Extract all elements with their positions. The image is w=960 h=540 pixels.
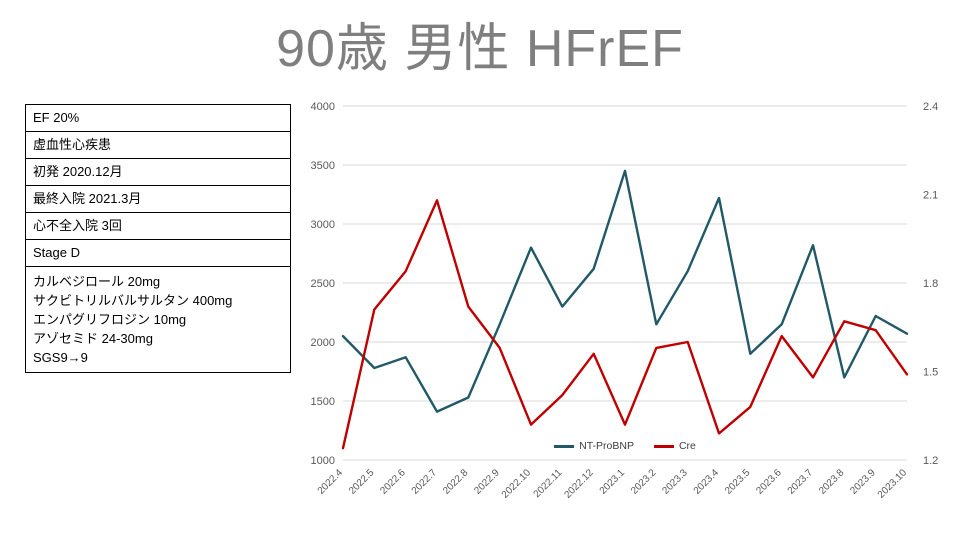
x-axis-tick-label: 2022.11	[532, 467, 565, 500]
series-line-Cre	[341, 199, 909, 450]
x-axis-tick-label: 2022.7	[410, 467, 440, 497]
legend-swatch-NT-ProBNP	[554, 444, 575, 448]
right-axis-tick-label: 1.2	[923, 455, 938, 467]
legend-item-Cre: Cre	[653, 440, 696, 452]
x-axis-tick-label: 2023.6	[754, 467, 784, 497]
medication-line: SGS9→9	[33, 350, 88, 365]
right-axis-tick-label: 2.1	[923, 190, 938, 202]
legend-label-Cre: Cre	[678, 440, 696, 452]
right-axis-tick-label: 2.4	[923, 101, 938, 113]
line-chart: 1000 1500 2000 2500 3000 3500 4000 1.2 1.5 1.8 2.1…	[295, 88, 955, 533]
series-line-NT-ProBNP	[341, 169, 909, 413]
x-axis-tick-label: 2023.2	[629, 467, 659, 497]
right-axis-tick-label: 1.8	[923, 278, 938, 290]
left-axis-tick-label: 3500	[311, 160, 335, 172]
legend-label-NT-ProBNP: NT-ProBNP	[579, 440, 634, 452]
table-row-medications: カルベジロール 20mg サクビトリルバルサルタン 400mg エンパグリフロジ…	[26, 267, 290, 372]
right-axis-tick-label: 1.5	[923, 367, 938, 379]
x-axis-tick-label: 2023.8	[817, 467, 847, 497]
x-axis-tick-label: 2023.7	[786, 467, 816, 497]
x-axis-tick-label: 2022.5	[347, 467, 377, 497]
medication-line: エンパグリフロジン 10mg	[33, 312, 187, 327]
x-axis-tick-label: 2023.1	[598, 467, 628, 497]
x-axis-tick-label: 2023.10	[876, 467, 910, 501]
chart-canvas: 1000 1500 2000 2500 3000 3500 4000 1.2 1.5 1.8 2.1…	[311, 101, 939, 501]
left-axis-tick-label: 3000	[311, 219, 335, 231]
x-axis-tick-label: 2022.10	[500, 467, 534, 501]
x-axis-tick-label: 2022.4	[316, 467, 346, 497]
legend-item-NT-ProBNP: NT-ProBNP	[554, 440, 634, 452]
left-axis-tick-label: 1000	[311, 455, 335, 467]
table-row-stage: Stage D	[26, 240, 290, 267]
x-axis-tick-label: 2022.12	[562, 467, 596, 501]
x-axis-tick-label: 2023.9	[848, 467, 878, 497]
patient-info-table: EF 20% 虚血性心疾患 初発 2020.12月 最終入院 2021.3月 心…	[25, 104, 291, 373]
left-axis-tick-label: 2000	[311, 337, 335, 349]
left-axis-tick-label: 2500	[311, 278, 335, 290]
table-row-ef: EF 20%	[26, 105, 290, 132]
x-axis-tick-label: 2023.3	[660, 467, 690, 497]
table-row-hf-admissions: 心不全入院 3回	[26, 213, 290, 240]
x-axis-tick-label: 2022.8	[441, 467, 471, 497]
x-axis-tick-label: 2023.5	[723, 467, 753, 497]
x-axis-tick-label: 2022.6	[378, 467, 408, 497]
left-axis-tick-label: 4000	[311, 101, 335, 113]
table-row-last-admission: 最終入院 2021.3月	[26, 186, 290, 213]
chart-legend: NT-ProBNP Cre	[295, 440, 955, 452]
table-row-onset: 初発 2020.12月	[26, 159, 290, 186]
medication-line: カルベジロール 20mg	[33, 274, 161, 289]
x-axis-tick-label: 2022.9	[472, 467, 502, 497]
left-axis-tick-label: 1500	[311, 396, 335, 408]
legend-swatch-Cre	[653, 444, 674, 448]
page-title: 90歳 男性 HFrEF	[276, 20, 684, 78]
x-axis-tick-label: 2023.4	[692, 467, 722, 497]
medication-line: サクビトリルバルサルタン 400mg	[33, 293, 233, 308]
table-row-diagnosis: 虚血性心疾患	[26, 132, 290, 159]
medication-line: アゾセミド 24-30mg	[33, 331, 153, 346]
